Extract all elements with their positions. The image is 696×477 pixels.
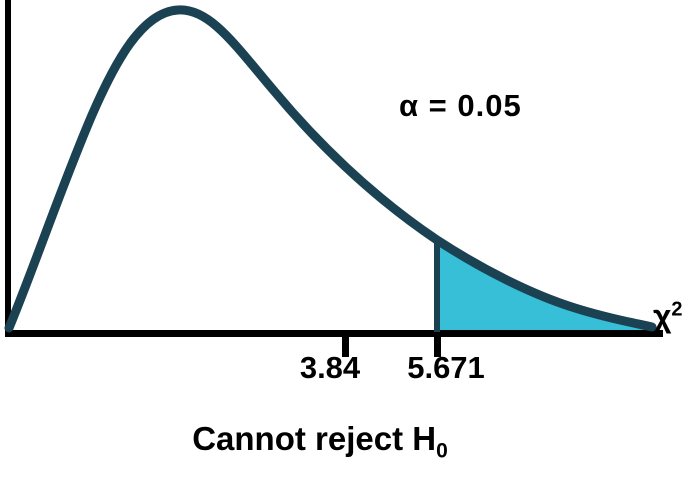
y-axis-line — [5, 0, 11, 337]
conclusion-caption: Cannot reject H0 — [192, 420, 448, 462]
alpha-label: α = 0.05 — [399, 88, 522, 123]
x-axis-label: χ2 — [653, 298, 683, 334]
statistic-value-label: 3.84 — [299, 350, 361, 385]
critical-value-tick — [434, 337, 441, 357]
critical-value-label: 5.671 — [407, 350, 485, 385]
shaded-tail-region — [437, 240, 652, 334]
x-axis-line — [5, 330, 663, 337]
conclusion-caption-subscript: 0 — [436, 439, 448, 463]
shaded-region-boundary-line — [434, 238, 440, 332]
distribution-curve — [4, 5, 657, 333]
chi-symbol: χ — [653, 298, 672, 334]
statistic-tick — [342, 337, 349, 357]
chi-exponent: 2 — [671, 298, 683, 321]
conclusion-caption-text: Cannot reject H — [192, 420, 437, 457]
